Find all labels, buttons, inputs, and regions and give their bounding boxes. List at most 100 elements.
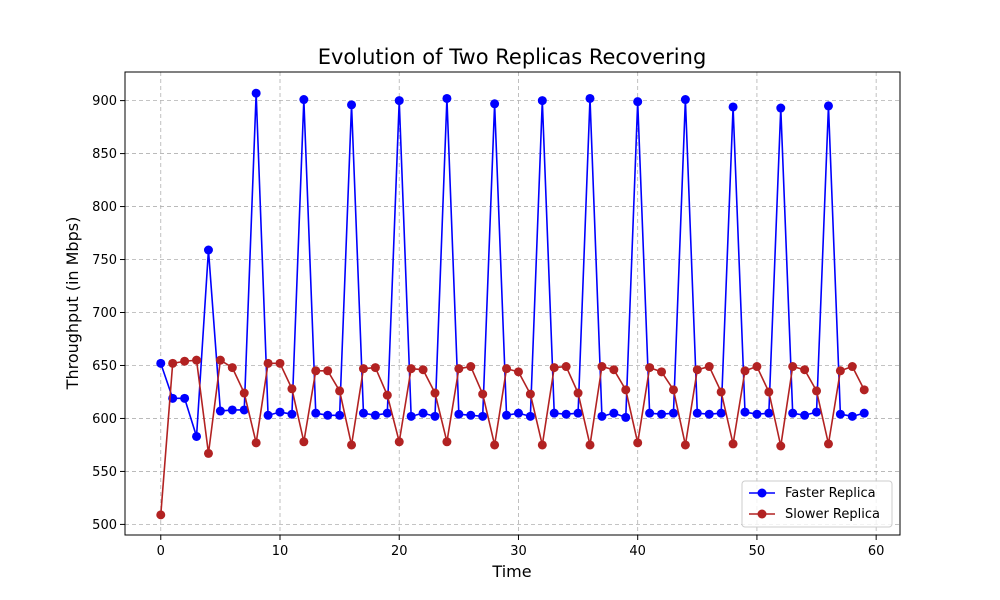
- slower-replica-point: [740, 366, 750, 376]
- slower-replica-point: [728, 439, 738, 449]
- x-tick-label: 60: [868, 544, 885, 559]
- y-tick-label: 800: [92, 200, 117, 215]
- slower-replica-point: [752, 362, 762, 372]
- slower-replica-point: [347, 440, 357, 450]
- slower-replica-point: [764, 387, 774, 397]
- slower-replica-point: [692, 365, 702, 375]
- faster-replica-point: [215, 406, 225, 416]
- slower-replica-point: [513, 367, 523, 377]
- slower-replica-point: [263, 358, 273, 368]
- y-tick-label: 750: [92, 253, 117, 268]
- faster-replica-point: [347, 100, 357, 110]
- y-axis-title: Throughput (in Mbps): [63, 217, 82, 391]
- faster-replica-point: [609, 408, 619, 418]
- faster-replica-point: [358, 408, 368, 418]
- slower-replica-point: [835, 366, 845, 376]
- faster-replica-point: [478, 411, 488, 421]
- slower-replica-point: [537, 440, 547, 450]
- faster-replica-point: [180, 393, 190, 403]
- plot-frame: [124, 71, 901, 536]
- faster-replica-point: [585, 93, 595, 103]
- legend-label-faster: Faster Replica: [785, 486, 876, 501]
- faster-replica-point: [156, 358, 166, 368]
- slower-replica-point: [621, 385, 631, 395]
- faster-replica-point: [657, 409, 667, 419]
- slower-replica-point: [609, 365, 619, 375]
- faster-replica-point: [668, 408, 678, 418]
- faster-replica-point: [704, 409, 714, 419]
- slower-replica-point: [859, 385, 869, 395]
- faster-replica-point: [418, 408, 428, 418]
- slower-replica-point: [299, 437, 309, 447]
- x-tick-label: 30: [510, 544, 527, 559]
- faster-replica-point: [859, 408, 869, 418]
- faster-replica-point: [275, 407, 285, 417]
- slower-replica-point: [287, 384, 297, 394]
- slower-replica-point: [680, 440, 690, 450]
- y-tick-label: 850: [92, 147, 117, 162]
- slower-replica-point: [573, 388, 583, 398]
- faster-replica-point: [454, 409, 464, 419]
- slower-replica-point: [704, 362, 714, 372]
- legend-marker-faster: [757, 488, 767, 498]
- series-layer: [156, 88, 869, 520]
- slower-replica-point: [525, 389, 535, 399]
- faster-replica-point: [525, 411, 535, 421]
- faster-replica-point: [299, 95, 309, 105]
- x-axis-title: Time: [491, 562, 531, 581]
- y-tick-label: 700: [92, 306, 117, 321]
- faster-replica-point: [800, 410, 810, 420]
- slower-replica-point: [215, 355, 225, 365]
- faster-replica-point: [812, 407, 822, 417]
- slower-replica-point: [812, 386, 822, 396]
- slower-replica-point: [776, 441, 786, 451]
- legend-marker-slower: [757, 509, 767, 519]
- faster-replica-point: [430, 411, 440, 421]
- slower-replica-point: [823, 439, 833, 449]
- faster-replica-point: [513, 408, 523, 418]
- chart-title: Evolution of Two Replicas Recovering: [318, 45, 707, 69]
- faster-replica-point: [633, 97, 643, 107]
- slower-replica-point: [370, 363, 380, 373]
- slower-replica-point: [358, 364, 368, 374]
- slower-replica-point: [239, 388, 249, 398]
- x-tick-label: 50: [749, 544, 766, 559]
- faster-replica-point: [203, 245, 213, 255]
- faster-replica-point: [645, 408, 655, 418]
- legend-entry-faster: Faster Replica: [749, 486, 876, 501]
- slower-replica-point: [490, 440, 500, 450]
- slower-replica-point: [454, 364, 464, 374]
- faster-replica-point: [382, 408, 392, 418]
- slower-replica-point: [275, 358, 285, 368]
- faster-replica-point: [239, 405, 249, 415]
- x-tick-label: 40: [629, 544, 646, 559]
- slower-replica-point: [394, 437, 404, 447]
- faster-replica-point: [835, 409, 845, 419]
- slower-replica-point: [466, 362, 476, 372]
- slower-replica-point: [561, 362, 571, 372]
- faster-replica-point: [740, 407, 750, 417]
- slower-replica-point: [180, 356, 190, 366]
- slower-replica-point: [323, 366, 333, 376]
- faster-replica-point: [752, 409, 762, 419]
- faster-replica-point: [847, 411, 857, 421]
- faster-replica-point: [716, 408, 726, 418]
- slower-replica-point: [382, 390, 392, 400]
- faster-replica-point: [680, 95, 690, 105]
- slower-replica-point: [203, 448, 213, 458]
- faster-replica-point: [573, 408, 583, 418]
- faster-replica-point: [692, 408, 702, 418]
- slower-replica-point: [668, 385, 678, 395]
- faster-replica-point: [490, 99, 500, 109]
- faster-replica-point: [311, 408, 321, 418]
- slower-replica-point: [800, 365, 810, 375]
- x-tick-label: 20: [391, 544, 408, 559]
- slower-replica-point: [585, 440, 595, 450]
- slower-replica-point: [311, 366, 321, 376]
- slower-replica-point: [847, 362, 857, 372]
- x-tick-label: 0: [157, 544, 165, 559]
- faster-replica-point: [263, 410, 273, 420]
- faster-replica-point: [764, 408, 774, 418]
- faster-replica-point: [370, 410, 380, 420]
